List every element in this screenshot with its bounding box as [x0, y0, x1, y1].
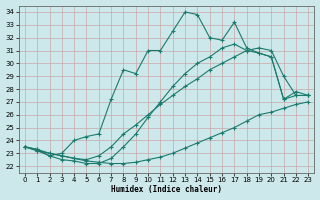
- X-axis label: Humidex (Indice chaleur): Humidex (Indice chaleur): [111, 185, 222, 194]
